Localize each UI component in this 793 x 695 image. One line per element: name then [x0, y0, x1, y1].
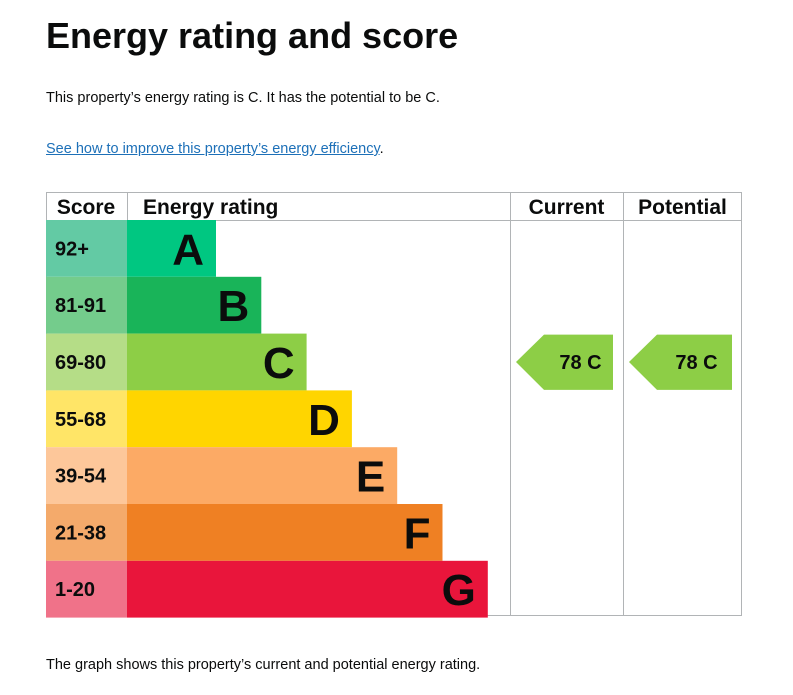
rating-bar-c	[127, 333, 307, 391]
score-cell-f	[46, 504, 127, 561]
current-arrow	[516, 334, 613, 390]
score-range-f: 21-38	[55, 522, 106, 544]
score-cell-a	[46, 220, 127, 277]
current-rating-label: 78 C	[559, 352, 601, 374]
score-range-d: 55-68	[55, 409, 106, 431]
score-cell-e	[46, 447, 127, 504]
potential-arrow	[629, 334, 732, 390]
score-range-c: 69-80	[55, 352, 106, 374]
rating-letter-f: F	[404, 509, 431, 558]
rating-letter-a: A	[172, 225, 204, 274]
score-cell-c	[46, 333, 127, 391]
improvement-link-line: See how to improve this property’s energ…	[46, 140, 384, 158]
chart-footnote: The graph shows this property’s current …	[46, 657, 481, 673]
rating-letter-b: B	[218, 282, 250, 331]
header-potential: Potential	[638, 196, 727, 219]
rating-summary: This property’s energy rating is C. It h…	[46, 90, 440, 106]
score-cell-d	[46, 390, 127, 448]
rating-bar-d	[127, 390, 352, 448]
header-energy-rating: Energy rating	[143, 196, 278, 219]
rating-bar-f	[127, 504, 443, 561]
score-range-e: 39-54	[55, 466, 107, 488]
rating-bar-b	[127, 276, 262, 334]
score-cell-g	[46, 560, 127, 618]
rating-bar-g	[127, 560, 488, 618]
score-cell-b	[46, 276, 127, 334]
rating-bar-a	[127, 220, 216, 277]
header-current: Current	[529, 196, 605, 219]
header-score: Score	[57, 196, 115, 219]
score-range-a: 92+	[55, 238, 89, 260]
rating-bar-e	[127, 447, 398, 504]
score-range-g: 1-20	[55, 579, 95, 601]
score-range-b: 81-91	[55, 295, 106, 317]
rating-letter-c: C	[263, 339, 295, 388]
rating-letter-e: E	[356, 453, 385, 502]
rating-letter-d: D	[308, 396, 340, 445]
link-suffix: .	[379, 141, 384, 157]
page-title: Energy rating and score	[46, 15, 459, 56]
improve-efficiency-link[interactable]: See how to improve this property’s energ…	[46, 141, 380, 157]
potential-rating-label: 78 C	[675, 352, 717, 374]
rating-letter-g: G	[442, 566, 476, 615]
